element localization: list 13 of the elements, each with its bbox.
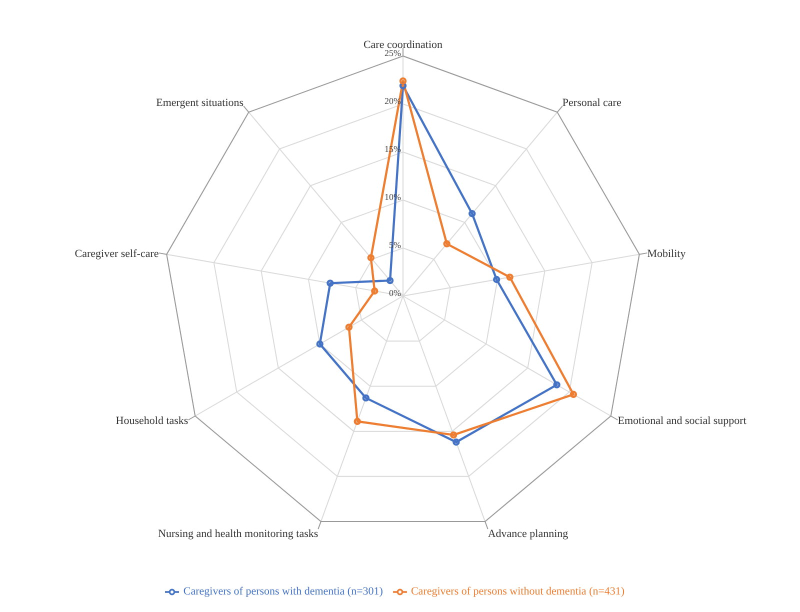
spoke-label: Household tasks (116, 414, 188, 427)
spoke-label: Emergent situations (156, 97, 244, 110)
y-tick-label: 25% (384, 48, 402, 58)
y-tick-label: 0% (389, 288, 402, 298)
spoke-label: Emotional and social support (618, 414, 746, 427)
spoke-label: Care coordination (363, 39, 444, 51)
spoke-label: Mobility (647, 248, 686, 260)
spoke-label: Nursing and health monitoring tasks (158, 528, 318, 540)
spoke-label: Advance planning (488, 528, 569, 540)
legend-label: Caregivers of persons without dementia (n=431) (410, 586, 625, 598)
legend-label: Caregivers of persons with dementia (n=301) (183, 586, 383, 598)
spoke-label: Caregiver self-care (74, 248, 159, 260)
spoke-label: Personal care (562, 97, 622, 110)
